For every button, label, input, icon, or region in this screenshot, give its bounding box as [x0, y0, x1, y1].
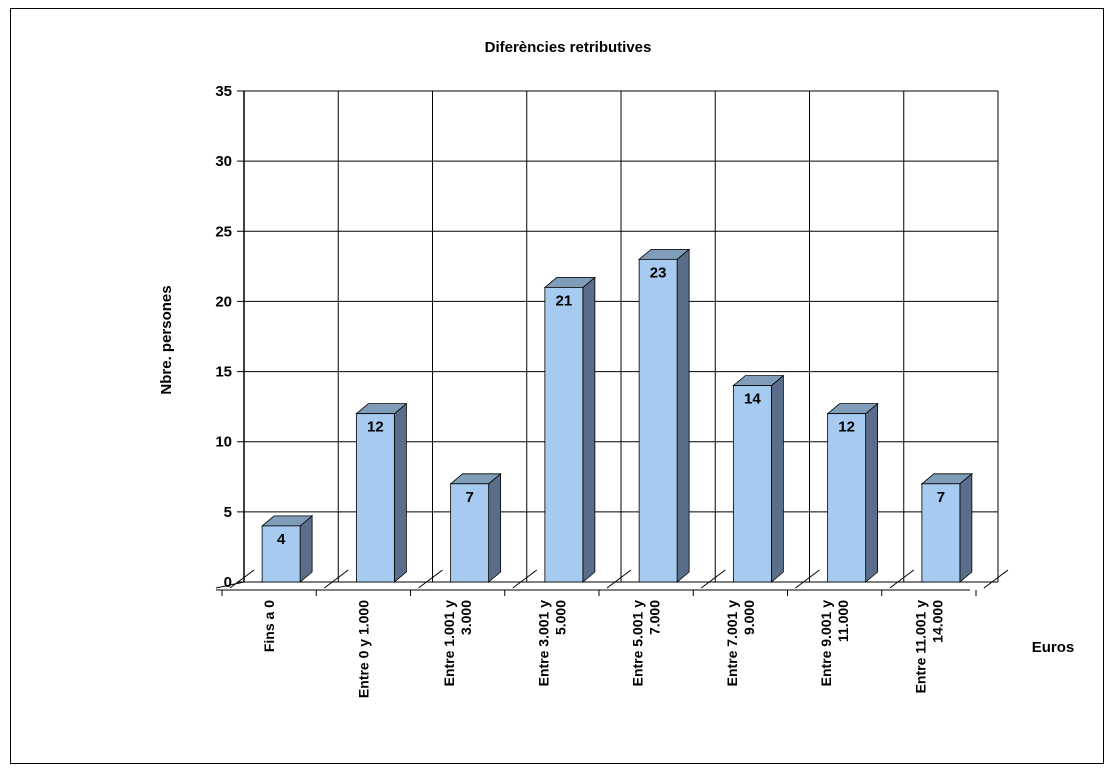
bar-side: [299, 515, 313, 583]
bar: [638, 248, 691, 583]
bar-value-label: 23: [650, 264, 667, 281]
y-tick-label: 5: [224, 504, 232, 521]
bar-value-label: 7: [465, 489, 473, 506]
floor-divider: [700, 569, 726, 589]
bar: [261, 515, 314, 583]
bar: [543, 276, 596, 583]
bar-value-label: 4: [277, 531, 286, 548]
y-tick-label: 0: [224, 574, 232, 591]
x-tick-label: Entre 3.001 y5.000: [535, 600, 568, 687]
bar: [920, 472, 973, 583]
bar-side: [393, 402, 407, 583]
floor-divider: [418, 569, 443, 589]
bar-side: [582, 276, 596, 583]
bar-value-label: 12: [367, 419, 384, 436]
bar-front: [261, 525, 301, 583]
bar-value-label: 14: [744, 391, 761, 408]
bar-chart: Diferències retributives 0 5 10 15 20 25 30 35 4…: [158, 39, 1075, 698]
y-tick-label: 15: [215, 364, 232, 381]
x-axis-title: Euros: [1032, 639, 1075, 656]
y-tick-label: 20: [215, 293, 232, 310]
y-axis-title: Nbre. persones: [158, 285, 175, 394]
bar-front: [450, 483, 490, 583]
floor-divider: [512, 569, 538, 589]
bar-front: [827, 413, 867, 583]
bar-front: [355, 413, 395, 583]
bar-front: [638, 258, 678, 583]
x-tick-label: Entre 9.001 y11.000: [818, 600, 851, 687]
bar: [732, 374, 785, 583]
y-tick-label: 10: [215, 434, 232, 451]
floor-edge: [215, 581, 245, 589]
floor-divider: [323, 569, 349, 589]
bar-side: [676, 248, 690, 583]
chart-title: Diferències retributives: [485, 39, 652, 56]
x-tick-label: Fins a 0: [261, 600, 277, 652]
bar-value-label: 21: [556, 292, 573, 309]
floor-divider: [983, 569, 1009, 589]
bar-side: [770, 374, 784, 583]
bar: [826, 402, 879, 583]
bar-side: [865, 402, 879, 583]
y-tick-label: 25: [215, 223, 232, 240]
bar-side: [488, 472, 502, 583]
x-tick-label: Entre 5.001 y7.000: [630, 600, 663, 687]
bar-value-label: 12: [838, 419, 855, 436]
x-tick-label: Entre 1.001 y3.000: [441, 600, 474, 687]
bar-front: [732, 385, 772, 583]
x-tick-label: Entre 7.001 y9.000: [724, 600, 757, 687]
floor-divider: [606, 569, 632, 589]
y-tick-label: 35: [215, 83, 232, 100]
bar: [449, 472, 502, 583]
bar-front: [544, 286, 584, 583]
x-tick-label: Entre 11.001 y14.000: [912, 600, 945, 694]
bar-front: [921, 483, 961, 583]
bar-side: [959, 472, 973, 583]
floor-divider: [229, 569, 255, 589]
bar: [355, 402, 408, 583]
bar-value-label: 7: [937, 489, 945, 506]
y-tick-label: 30: [215, 153, 232, 170]
floor-divider: [795, 569, 820, 589]
floor-divider: [889, 569, 915, 589]
x-tick-label: Entre 0 y 1.000: [355, 600, 371, 698]
chart-frame: Diferències retributives 0 5 10 15 20 25 30 35 4…: [10, 8, 1104, 764]
